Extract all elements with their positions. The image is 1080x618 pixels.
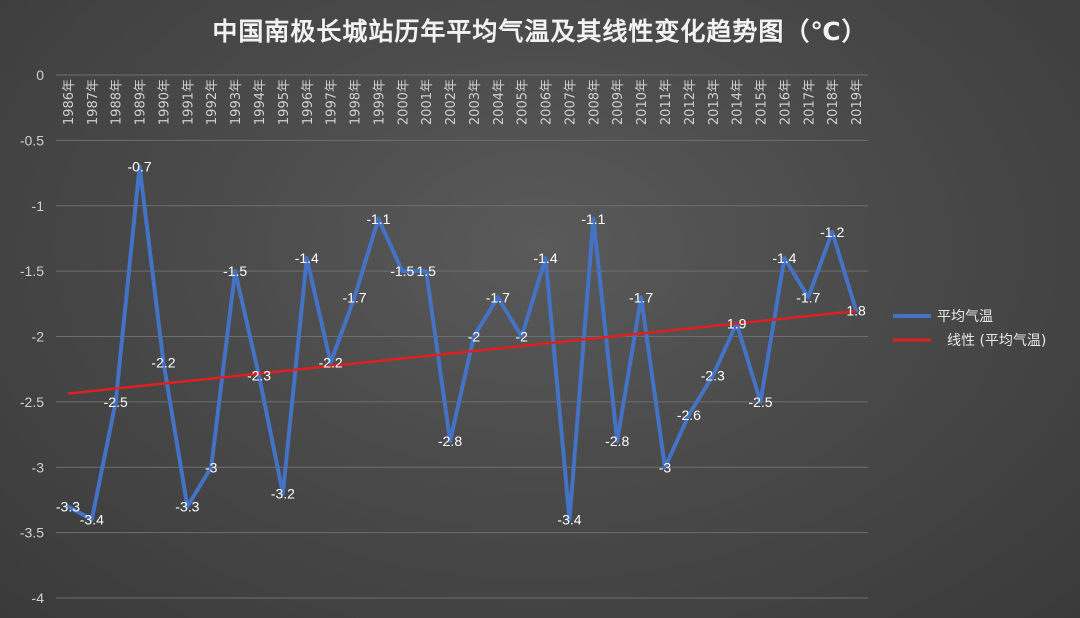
- y-tick-label: -4: [32, 590, 45, 606]
- data-label: -2.5: [748, 394, 772, 410]
- y-tick-label: 0: [36, 67, 44, 83]
- data-label: -3.4: [557, 512, 581, 528]
- x-tick-label: 1993年: [229, 79, 244, 125]
- series-line-temperature: [65, 164, 859, 522]
- x-tick-label: 2011年: [659, 79, 674, 125]
- y-tick-label: -2.5: [20, 394, 44, 410]
- x-tick-label: 2014年: [731, 79, 746, 125]
- data-label: -1.1: [366, 211, 390, 227]
- x-tick-label: 1988年: [110, 79, 125, 125]
- x-tick-label: 2001年: [420, 79, 435, 125]
- data-label: -1.1: [581, 211, 605, 227]
- x-tick-label: 1987年: [86, 79, 101, 125]
- data-label: -3.3: [175, 498, 199, 514]
- data-label: 1.5: [416, 263, 436, 279]
- x-tick-label: 2003年: [468, 79, 483, 125]
- data-label: -2.2: [319, 355, 343, 371]
- y-tick-label: -3.5: [20, 525, 44, 541]
- y-tick-label: -1: [32, 198, 45, 214]
- data-label: -3.3: [56, 498, 80, 514]
- x-tick-label: 1997年: [325, 79, 340, 125]
- data-label: 1.8: [846, 302, 866, 318]
- trendline: [67, 309, 857, 395]
- data-label: -1.7: [629, 289, 653, 305]
- x-tick-label: 1996年: [301, 79, 316, 125]
- x-tick-label: 2009年: [611, 79, 626, 125]
- data-label: -2.8: [605, 433, 629, 449]
- y-tick-label: -1.5: [20, 263, 44, 279]
- x-tick-label: 1986年: [62, 79, 77, 125]
- x-tick-label: 1992年: [205, 79, 220, 125]
- data-label: -1.2: [820, 224, 844, 240]
- data-label: 1.9: [727, 315, 747, 331]
- data-label: -2.8: [438, 433, 462, 449]
- x-tick-label: 1995年: [277, 79, 292, 125]
- x-tick-label: 2004年: [492, 79, 507, 125]
- data-label: -3: [659, 459, 672, 475]
- data-label: -1.7: [796, 289, 820, 305]
- data-label: -2.2: [151, 355, 175, 371]
- y-tick-label: -3: [32, 459, 45, 475]
- x-tick-label: 2015年: [755, 79, 770, 125]
- data-label: -1.4: [534, 250, 558, 266]
- data-label: -3.4: [80, 512, 104, 528]
- data-label: -2.3: [247, 368, 271, 384]
- data-label: -2.5: [104, 394, 128, 410]
- x-tick-label: 2005年: [516, 79, 531, 125]
- x-tick-label: 1999年: [372, 79, 387, 125]
- x-tick-label: 2017年: [802, 79, 817, 125]
- x-tick-label: 1990年: [157, 79, 172, 125]
- x-tick-label: 2010年: [635, 79, 650, 125]
- x-tick-label: 1994年: [253, 79, 268, 125]
- chart-title: 中国南极长城站历年平均气温及其线性变化趋势图（℃）: [212, 17, 868, 46]
- x-tick-label: 1991年: [181, 79, 196, 125]
- data-label: -2: [515, 329, 528, 345]
- y-tick-label: -2: [32, 329, 45, 345]
- data-label: -1.7: [486, 289, 510, 305]
- x-tick-label: 1998年: [349, 79, 364, 125]
- data-label: -3.2: [271, 485, 295, 501]
- data-label: -0.7: [128, 159, 152, 175]
- data-label: -1.4: [772, 250, 796, 266]
- data-label: -1.4: [295, 250, 319, 266]
- x-tick-label: 2016年: [778, 79, 793, 125]
- x-tick-label: 1989年: [134, 79, 149, 125]
- x-tick-label: 2008年: [587, 79, 602, 125]
- data-label: -1.7: [342, 289, 366, 305]
- data-label: -3: [205, 459, 218, 475]
- x-tick-label: 2007年: [563, 79, 578, 125]
- legend-label-trendline: 线性 (平均气温): [947, 333, 1046, 349]
- x-tick-label: 2000年: [396, 79, 411, 125]
- x-tick-label: 2013年: [707, 79, 722, 125]
- x-tick-label: 2012年: [683, 79, 698, 125]
- data-label: -2.6: [677, 407, 701, 423]
- data-label: -1.5: [223, 263, 247, 279]
- y-tick-label: -0.5: [20, 132, 44, 148]
- data-label: -1.5: [390, 263, 414, 279]
- x-tick-label: 2006年: [540, 79, 555, 125]
- data-label: -2: [468, 329, 481, 345]
- data-label: -2.3: [701, 368, 725, 384]
- x-tick-label: 2019年: [850, 79, 865, 125]
- x-tick-label: 2002年: [444, 79, 459, 125]
- legend-label-temperature: 平均气温: [937, 309, 993, 325]
- x-tick-label: 2018年: [826, 79, 841, 125]
